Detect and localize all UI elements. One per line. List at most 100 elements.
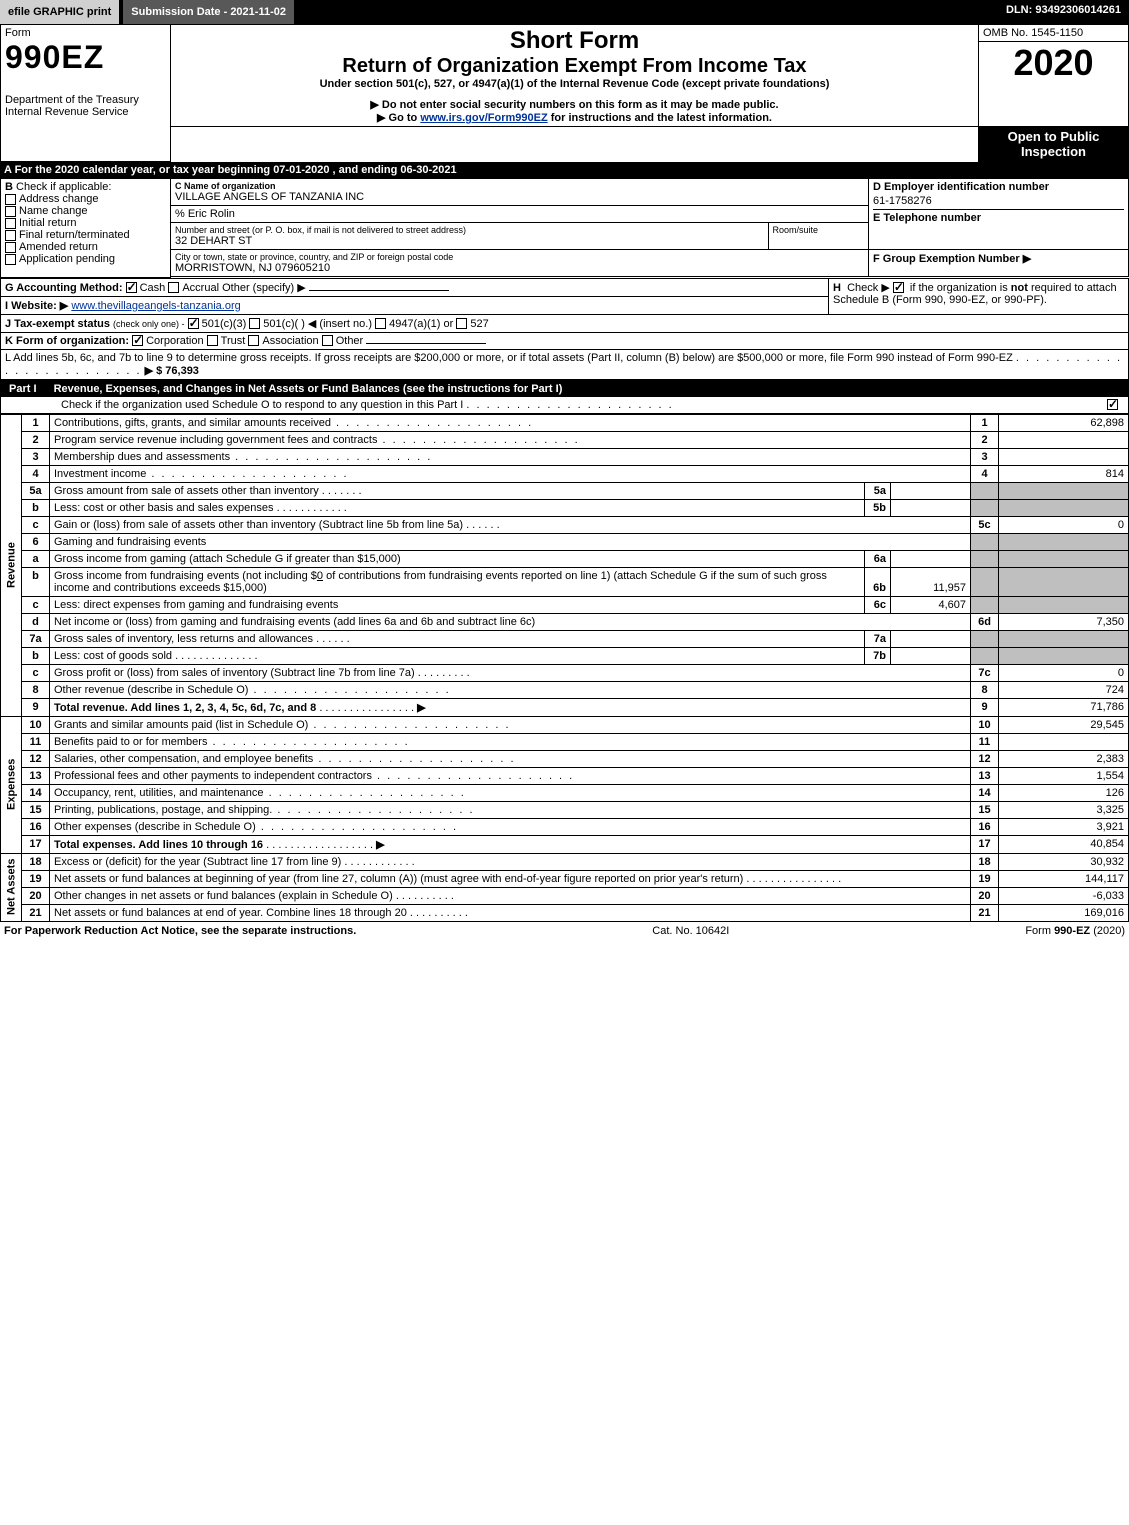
line-7c-amt: 0 bbox=[999, 664, 1129, 681]
b-application-pending[interactable]: Application pending bbox=[5, 253, 166, 265]
l-amount: ▶ $ 76,393 bbox=[145, 365, 199, 377]
g-cash[interactable]: Cash bbox=[126, 282, 166, 294]
k-corp-label: Corporation bbox=[146, 335, 203, 347]
goto-pre: ▶ Go to bbox=[377, 112, 420, 124]
line-19-amt: 144,117 bbox=[999, 870, 1129, 887]
line-13-ref: 13 bbox=[971, 767, 999, 784]
line-20-amt: -6,033 bbox=[999, 887, 1129, 904]
form-title: Short Form bbox=[175, 27, 974, 55]
b-initial-return[interactable]: Initial return bbox=[5, 217, 166, 229]
line-1-amt: 62,898 bbox=[999, 414, 1129, 431]
efile-print-button[interactable]: efile GRAPHIC print bbox=[0, 0, 121, 24]
dept-irs: Internal Revenue Service bbox=[5, 106, 166, 118]
j-501c3-label: 501(c)(3) bbox=[202, 318, 247, 330]
line-6d-desc: Net income or (loss) from gaming and fun… bbox=[50, 613, 971, 630]
g-other[interactable]: Other (specify) ▶ bbox=[222, 282, 306, 294]
h-check-text: Check ▶ bbox=[847, 282, 890, 294]
org-name: VILLAGE ANGELS OF TANZANIA INC bbox=[175, 191, 864, 203]
line-7b-amt-shade bbox=[999, 647, 1129, 664]
line-14-num: 14 bbox=[22, 784, 50, 801]
line-19-desc: Net assets or fund balances at beginning… bbox=[50, 870, 971, 887]
line-11-ref: 11 bbox=[971, 733, 999, 750]
k-trust[interactable]: Trust bbox=[207, 335, 246, 347]
b-label-text: Check if applicable: bbox=[16, 181, 111, 193]
website-link[interactable]: www.thevillageangels-tanzania.org bbox=[71, 300, 240, 312]
line-1-ref: 1 bbox=[971, 414, 999, 431]
line-4-desc: Investment income bbox=[50, 465, 971, 482]
line-3-num: 3 bbox=[22, 448, 50, 465]
line-4-ref: 4 bbox=[971, 465, 999, 482]
b-item-1: Name change bbox=[19, 205, 88, 217]
h-checkbox[interactable] bbox=[893, 282, 904, 293]
j-527-label: 527 bbox=[470, 318, 488, 330]
line-2-desc: Program service revenue including govern… bbox=[50, 431, 971, 448]
line-3-ref: 3 bbox=[971, 448, 999, 465]
c-name-label: C Name of organization bbox=[175, 181, 864, 191]
line-5c-desc: Gain or (loss) from sale of assets other… bbox=[50, 516, 971, 533]
line-6c-desc: Less: direct expenses from gaming and fu… bbox=[50, 596, 865, 613]
g-accrual[interactable]: Accrual bbox=[168, 282, 219, 294]
line-12-num: 12 bbox=[22, 750, 50, 767]
line-6c-ref-shade bbox=[971, 596, 999, 613]
dept-treasury: Department of the Treasury bbox=[5, 94, 166, 106]
line-7a-subamt bbox=[891, 630, 971, 647]
j-501c[interactable]: 501(c)( ) ◀ (insert no.) bbox=[249, 318, 372, 330]
j-4947[interactable]: 4947(a)(1) or bbox=[375, 318, 453, 330]
line-7a-ref-shade bbox=[971, 630, 999, 647]
line-6-num: 6 bbox=[22, 533, 50, 550]
line-6-ref-shade bbox=[971, 533, 999, 550]
line-6c-sub: 6c bbox=[865, 596, 891, 613]
street-label: Number and street (or P. O. box, if mail… bbox=[175, 225, 764, 235]
b-item-5: Application pending bbox=[19, 253, 115, 265]
line-3-desc: Membership dues and assessments bbox=[50, 448, 971, 465]
care-of: % Eric Rolin bbox=[171, 206, 868, 222]
j-501c3[interactable]: 501(c)(3) bbox=[188, 318, 247, 330]
line-7a-amt-shade bbox=[999, 630, 1129, 647]
line-5a-subamt bbox=[891, 482, 971, 499]
line-6a-num: a bbox=[22, 550, 50, 567]
line-16-desc: Other expenses (describe in Schedule O) bbox=[50, 818, 971, 835]
b-name-change[interactable]: Name change bbox=[5, 205, 166, 217]
e-phone-label: E Telephone number bbox=[873, 209, 1124, 224]
line-6a-ref-shade bbox=[971, 550, 999, 567]
line-7c-desc: Gross profit or (loss) from sales of inv… bbox=[50, 664, 971, 681]
k-corp[interactable]: Corporation bbox=[132, 335, 203, 347]
line-11-num: 11 bbox=[22, 733, 50, 750]
city-label: City or town, state or province, country… bbox=[175, 252, 864, 262]
b-address-change[interactable]: Address change bbox=[5, 193, 166, 205]
irs-link[interactable]: www.irs.gov/Form990EZ bbox=[420, 112, 547, 124]
b-item-2: Initial return bbox=[19, 217, 76, 229]
f-group-label: F Group Exemption Number bbox=[873, 253, 1020, 265]
part1-header: Part I Revenue, Expenses, and Changes in… bbox=[0, 380, 1129, 414]
line-1-desc: Contributions, gifts, grants, and simila… bbox=[50, 414, 971, 431]
line-6c-amt-shade bbox=[999, 596, 1129, 613]
line-7a-desc: Gross sales of inventory, less returns a… bbox=[50, 630, 865, 647]
line-19-num: 19 bbox=[22, 870, 50, 887]
k-other-label: Other bbox=[336, 335, 364, 347]
line-14-ref: 14 bbox=[971, 784, 999, 801]
part1-label: Part I bbox=[1, 381, 45, 397]
line-18-num: 18 bbox=[22, 853, 50, 870]
line-13-desc: Professional fees and other payments to … bbox=[50, 767, 971, 784]
line-2-num: 2 bbox=[22, 431, 50, 448]
line-17-amt: 40,854 bbox=[999, 835, 1129, 853]
under-section: Under section 501(c), 527, or 4947(a)(1)… bbox=[175, 78, 974, 90]
b-final-return[interactable]: Final return/terminated bbox=[5, 229, 166, 241]
b-amended-return[interactable]: Amended return bbox=[5, 241, 166, 253]
k-other[interactable]: Other bbox=[322, 335, 364, 347]
d-ein-value: 61-1758276 bbox=[873, 193, 1124, 209]
form-number: 990EZ bbox=[5, 39, 166, 76]
line-15-amt: 3,325 bbox=[999, 801, 1129, 818]
room-label: Room/suite bbox=[773, 225, 865, 235]
l-text: L Add lines 5b, 6c, and 7b to line 9 to … bbox=[5, 352, 1013, 364]
j-527[interactable]: 527 bbox=[456, 318, 488, 330]
line-16-ref: 16 bbox=[971, 818, 999, 835]
j-label: J Tax-exempt status bbox=[5, 318, 110, 330]
k-assoc[interactable]: Association bbox=[248, 335, 318, 347]
line-6a-sub: 6a bbox=[865, 550, 891, 567]
line-6-amt-shade bbox=[999, 533, 1129, 550]
line-14-desc: Occupancy, rent, utilities, and maintena… bbox=[50, 784, 971, 801]
g-accrual-label: Accrual bbox=[182, 282, 219, 294]
part1-schedule-o-check[interactable] bbox=[1107, 399, 1118, 410]
part1-title: Revenue, Expenses, and Changes in Net As… bbox=[54, 383, 400, 395]
